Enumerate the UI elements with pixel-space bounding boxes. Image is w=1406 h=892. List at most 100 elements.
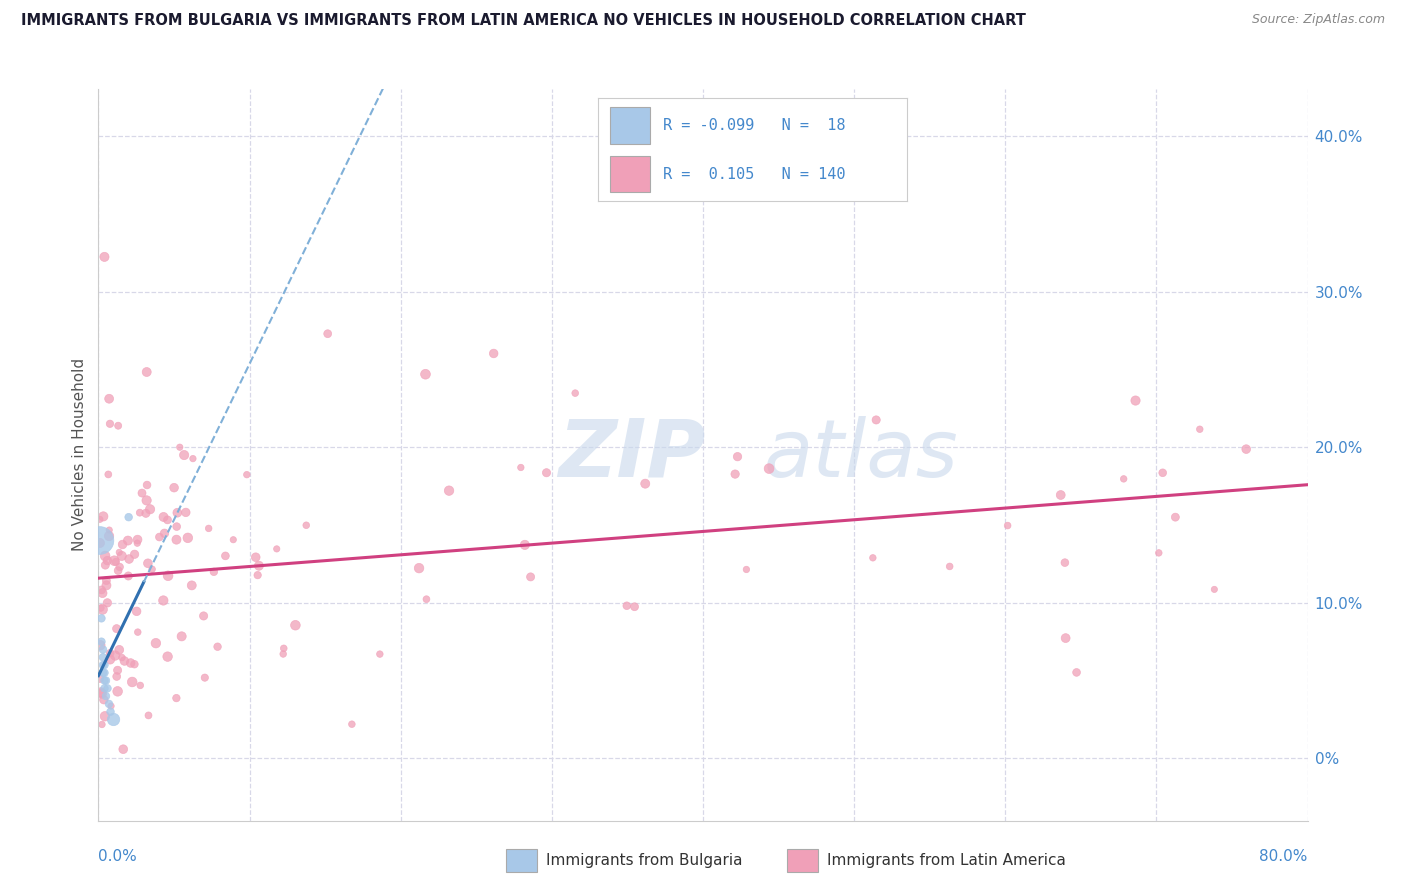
- Point: [107, 663, 129, 677]
- Point: [90, 685, 112, 699]
- Point: [1152, 466, 1174, 480]
- Point: [758, 461, 780, 475]
- Point: [103, 713, 125, 727]
- Point: [93, 673, 115, 688]
- Text: Immigrants from Bulgaria: Immigrants from Bulgaria: [546, 854, 742, 868]
- Point: [564, 386, 586, 401]
- Point: [117, 569, 139, 583]
- Point: [96, 596, 118, 610]
- Point: [103, 554, 125, 568]
- Point: [98, 523, 121, 537]
- Text: ZIP: ZIP: [558, 416, 706, 494]
- Point: [139, 502, 162, 516]
- Point: [437, 483, 460, 498]
- Point: [98, 646, 121, 660]
- Text: atlas: atlas: [763, 416, 959, 494]
- Point: [214, 549, 236, 563]
- Point: [865, 413, 887, 427]
- Point: [536, 466, 558, 480]
- Point: [94, 709, 117, 723]
- Point: [105, 669, 128, 683]
- Point: [177, 531, 200, 545]
- Point: [727, 450, 749, 464]
- Point: [1164, 510, 1187, 524]
- Point: [91, 650, 114, 665]
- Point: [118, 552, 141, 566]
- Text: Source: ZipAtlas.com: Source: ZipAtlas.com: [1251, 13, 1385, 27]
- Point: [136, 556, 159, 570]
- Point: [104, 555, 127, 569]
- Point: [91, 665, 114, 680]
- Point: [93, 681, 115, 696]
- Point: [98, 652, 121, 666]
- Point: [174, 505, 197, 519]
- Point: [170, 629, 193, 643]
- Point: [616, 599, 638, 613]
- Point: [127, 536, 149, 550]
- Point: [997, 518, 1019, 533]
- Point: [245, 550, 267, 565]
- Point: [100, 699, 122, 714]
- Point: [166, 533, 188, 547]
- Point: [108, 560, 131, 574]
- Point: [107, 418, 129, 433]
- Point: [91, 717, 114, 731]
- Point: [120, 656, 142, 670]
- Point: [108, 545, 131, 559]
- Point: [509, 460, 531, 475]
- Text: R =  0.105   N = 140: R = 0.105 N = 140: [662, 167, 845, 182]
- Point: [1234, 442, 1257, 457]
- Point: [89, 638, 111, 652]
- Point: [129, 678, 152, 692]
- Point: [90, 634, 112, 648]
- Point: [194, 671, 217, 685]
- Point: [166, 519, 188, 533]
- Point: [152, 510, 174, 524]
- Point: [222, 533, 245, 547]
- FancyBboxPatch shape: [610, 155, 650, 193]
- Point: [125, 604, 148, 618]
- Point: [89, 536, 111, 550]
- Point: [89, 512, 111, 526]
- Point: [127, 533, 149, 547]
- FancyBboxPatch shape: [610, 107, 650, 145]
- Point: [90, 611, 112, 625]
- Point: [91, 642, 114, 657]
- Point: [108, 643, 131, 657]
- Point: [107, 684, 129, 698]
- Point: [266, 541, 288, 556]
- Point: [724, 467, 747, 481]
- Point: [148, 530, 170, 544]
- Point: [156, 513, 179, 527]
- Point: [135, 506, 157, 520]
- Point: [1066, 665, 1088, 680]
- Point: [295, 518, 318, 533]
- Point: [166, 506, 188, 520]
- Point: [91, 658, 114, 673]
- Point: [202, 565, 225, 579]
- Point: [284, 618, 307, 632]
- Point: [112, 742, 135, 756]
- Point: [197, 521, 219, 535]
- Point: [513, 538, 536, 552]
- Point: [94, 673, 117, 688]
- Point: [94, 689, 117, 703]
- Point: [181, 451, 204, 466]
- Point: [89, 672, 111, 686]
- Point: [169, 440, 191, 454]
- Point: [368, 647, 391, 661]
- Point: [408, 561, 430, 575]
- Point: [141, 562, 163, 576]
- Point: [519, 570, 541, 584]
- Point: [173, 448, 195, 462]
- Point: [90, 686, 112, 700]
- Point: [124, 657, 146, 672]
- Point: [117, 533, 139, 548]
- Point: [1112, 472, 1135, 486]
- Point: [93, 250, 115, 264]
- Point: [121, 675, 143, 690]
- Point: [938, 559, 960, 574]
- Point: [111, 650, 134, 665]
- Point: [104, 648, 127, 663]
- Text: 80.0%: 80.0%: [1260, 848, 1308, 863]
